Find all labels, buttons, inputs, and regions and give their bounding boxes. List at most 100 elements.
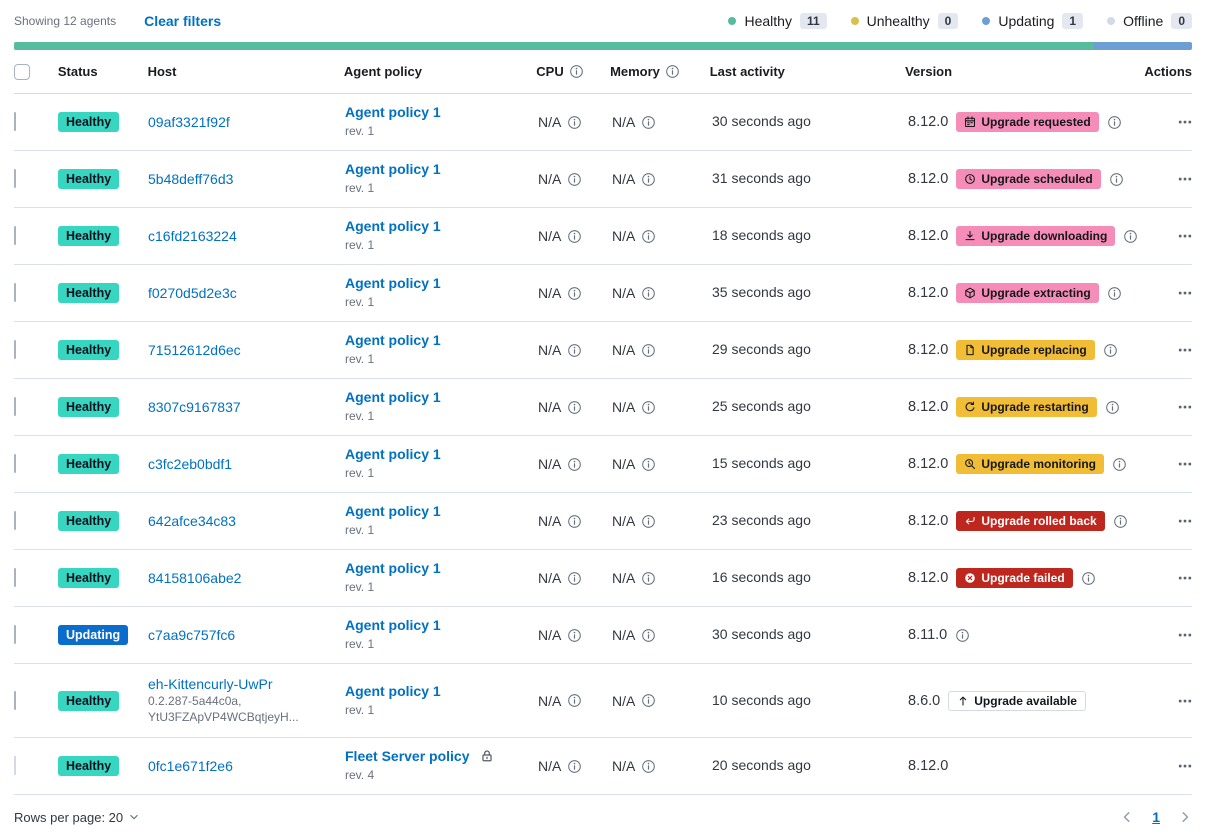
row-checkbox[interactable]: [14, 625, 16, 644]
cpu-value-info-icon[interactable]: [567, 759, 582, 774]
memory-value: N/A: [612, 456, 636, 472]
row-actions-button[interactable]: [1178, 286, 1192, 300]
host-link[interactable]: 8307c9167837: [148, 399, 241, 415]
row-actions-button[interactable]: [1178, 400, 1192, 414]
row-checkbox[interactable]: [14, 690, 16, 710]
policy-link[interactable]: Agent policy 1: [345, 617, 441, 634]
row-actions-button[interactable]: [1178, 343, 1192, 357]
row-actions-button[interactable]: [1178, 514, 1192, 528]
cpu-value-info-icon[interactable]: [567, 693, 582, 708]
policy-link[interactable]: Agent policy 1: [345, 503, 441, 520]
host-link[interactable]: f0270d5d2e3c: [148, 285, 237, 301]
upgrade-info-icon[interactable]: [1103, 343, 1118, 358]
cpu-value-info-icon[interactable]: [567, 229, 582, 244]
cpu-value-info-icon[interactable]: [567, 115, 582, 130]
policy-link[interactable]: Agent policy 1: [345, 275, 441, 292]
cpu-value-info-icon[interactable]: [567, 514, 582, 529]
version-cell: 8.12.0 Upgrade monitoring: [908, 454, 1148, 474]
policy-link[interactable]: Agent policy 1: [345, 560, 441, 577]
memory-value-info-icon[interactable]: [641, 172, 656, 187]
host-link[interactable]: c16fd2163224: [148, 228, 237, 244]
row-actions-button[interactable]: [1178, 694, 1192, 708]
memory-value-info-icon[interactable]: [641, 759, 656, 774]
memory-value-info-icon[interactable]: [641, 286, 656, 301]
memory-value-info-icon[interactable]: [641, 514, 656, 529]
policy-link[interactable]: Agent policy 1: [345, 161, 441, 178]
cpu-info-icon[interactable]: [569, 64, 584, 79]
upgrade-info-icon[interactable]: [1109, 172, 1124, 187]
next-page-button[interactable]: [1178, 810, 1192, 824]
rows-per-page-control[interactable]: Rows per page: 20: [14, 810, 140, 825]
cpu-value-info-icon[interactable]: [567, 400, 582, 415]
cpu-value: N/A: [538, 342, 562, 358]
memory-value-info-icon[interactable]: [641, 457, 656, 472]
legend-count-badge: 0: [1171, 13, 1192, 29]
policy-link[interactable]: Fleet Server policy: [345, 748, 470, 765]
row-actions-button[interactable]: [1178, 115, 1192, 129]
host-link[interactable]: 09af3321f92f: [148, 114, 230, 130]
page-number-1[interactable]: 1: [1152, 809, 1160, 825]
policy-link[interactable]: Agent policy 1: [345, 218, 441, 235]
policy-revision: rev. 1: [345, 295, 375, 310]
cpu-value-info-icon[interactable]: [567, 628, 582, 643]
upgrade-info-icon[interactable]: [1105, 400, 1120, 415]
host-link[interactable]: eh-Kittencurly-UwPr: [148, 675, 273, 692]
upgrade-info-icon[interactable]: [1107, 115, 1122, 130]
host-link[interactable]: c3fc2eb0bdf1: [148, 456, 233, 472]
memory-value-info-icon[interactable]: [641, 229, 656, 244]
upgrade-badge: Upgrade downloading: [956, 226, 1116, 246]
select-all-checkbox[interactable]: [14, 63, 30, 80]
cpu-value-info-icon[interactable]: [567, 571, 582, 586]
upgrade-info-icon[interactable]: [1107, 286, 1122, 301]
memory-value-info-icon[interactable]: [641, 628, 656, 643]
host-link[interactable]: 642afce34c83: [148, 513, 236, 529]
host-link[interactable]: 71512612d6ec: [148, 342, 241, 358]
row-checkbox[interactable]: [14, 568, 16, 587]
row-checkbox[interactable]: [14, 511, 16, 530]
policy-link[interactable]: Agent policy 1: [345, 104, 441, 121]
row-checkbox[interactable]: [14, 169, 16, 188]
upgrade-info-icon[interactable]: [1123, 229, 1138, 244]
memory-value-info-icon[interactable]: [641, 343, 656, 358]
row-actions-button[interactable]: [1178, 628, 1192, 642]
memory-cell: N/A: [612, 513, 712, 529]
cpu-value-info-icon[interactable]: [567, 286, 582, 301]
clear-filters-link[interactable]: Clear filters: [144, 13, 222, 29]
policy-link[interactable]: Agent policy 1: [345, 446, 441, 463]
row-checkbox[interactable]: [14, 340, 16, 359]
cpu-value-info-icon[interactable]: [567, 457, 582, 472]
row-checkbox[interactable]: [14, 226, 16, 245]
policy-link[interactable]: Agent policy 1: [345, 682, 441, 699]
memory-value-info-icon[interactable]: [641, 400, 656, 415]
row-checkbox[interactable]: [14, 283, 16, 302]
cpu-value-info-icon[interactable]: [567, 343, 582, 358]
status-cell: Healthy: [58, 454, 148, 474]
upgrade-info-icon[interactable]: [1113, 514, 1128, 529]
host-link[interactable]: 5b48deff76d3: [148, 171, 234, 187]
host-link[interactable]: 84158106abe2: [148, 570, 242, 586]
row-checkbox[interactable]: [14, 454, 16, 473]
policy-link[interactable]: Agent policy 1: [345, 332, 441, 349]
row-actions-button[interactable]: [1178, 172, 1192, 186]
row-actions-button[interactable]: [1178, 571, 1192, 585]
memory-info-icon[interactable]: [665, 64, 680, 79]
row-checkbox[interactable]: [14, 112, 16, 131]
upgrade-info-icon[interactable]: [1081, 571, 1096, 586]
cpu-value-info-icon[interactable]: [567, 172, 582, 187]
host-cell: c3fc2eb0bdf1: [148, 456, 345, 472]
memory-value-info-icon[interactable]: [641, 571, 656, 586]
policy-link[interactable]: Agent policy 1: [345, 389, 441, 406]
previous-page-button[interactable]: [1120, 810, 1134, 824]
row-checkbox[interactable]: [14, 756, 16, 775]
row-actions-button[interactable]: [1178, 759, 1192, 773]
host-link[interactable]: c7aa9c757fc6: [148, 627, 236, 643]
host-link[interactable]: 0fc1e671f2e6: [148, 758, 233, 774]
memory-value-info-icon[interactable]: [641, 115, 656, 130]
version-info-icon[interactable]: [955, 628, 970, 643]
pagination: 1: [1120, 809, 1192, 825]
row-actions-button[interactable]: [1178, 229, 1192, 243]
row-checkbox[interactable]: [14, 397, 16, 416]
memory-value-info-icon[interactable]: [641, 693, 656, 708]
row-actions-button[interactable]: [1178, 457, 1192, 471]
upgrade-info-icon[interactable]: [1112, 457, 1127, 472]
